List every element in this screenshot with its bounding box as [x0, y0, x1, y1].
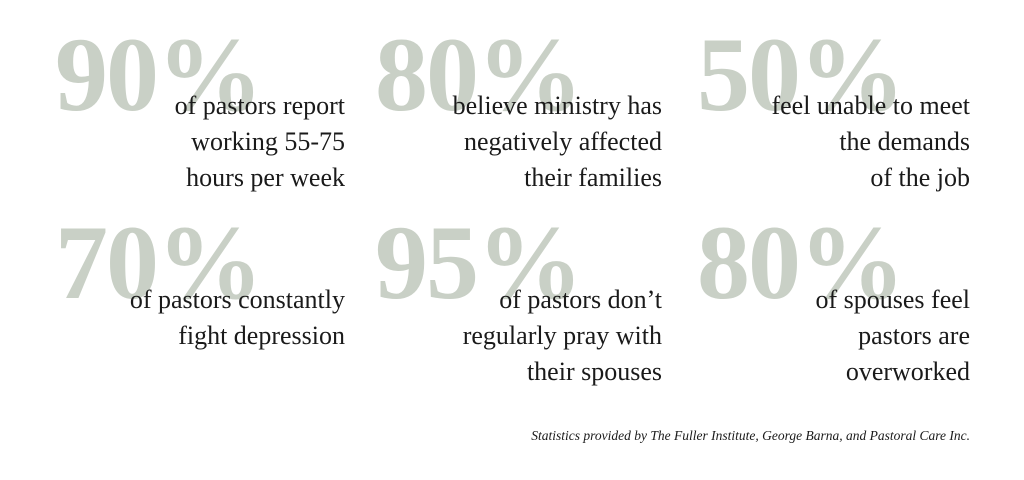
stat-figure: 90%: [55, 16, 263, 133]
stat-text: of pastors report working 55-75 hours per …: [175, 88, 345, 196]
stat-line: overworked: [845, 357, 970, 386]
stat-text: feel unable to meet the demands of the job: [771, 88, 970, 196]
stat-line: regularly pray with: [462, 321, 662, 350]
stat-figure: 80%: [697, 204, 905, 321]
stat-figure: 70%: [55, 204, 263, 321]
stat-line: of the job: [870, 163, 970, 192]
stat-text: of pastors constantly fight depression: [130, 282, 345, 354]
stat-line: feel unable to meet: [771, 91, 970, 120]
stat-text: believe ministry has negatively affected t…: [453, 88, 662, 196]
stat-line: fight depression: [178, 321, 345, 350]
stat-line: believe ministry has: [452, 91, 662, 120]
stat-line: of spouses feel: [815, 285, 970, 314]
stat-figure: 50%: [697, 16, 905, 133]
stat-line: pastors are: [858, 321, 970, 350]
stat-figure: 80%: [375, 16, 583, 133]
stat-line: of pastors constantly: [129, 285, 345, 314]
stat-line: of pastors report: [174, 91, 345, 120]
stat-line: their families: [524, 163, 662, 192]
stat-line: negatively affected: [463, 127, 662, 156]
stat-line: working 55-75: [191, 127, 345, 156]
stat-text: of pastors don’t regularly pray with their…: [463, 282, 662, 390]
footer-note: Statistics provided by The Fuller Instit…: [531, 428, 970, 443]
stat-line: of pastors don’t: [499, 285, 662, 314]
stat-figure: 95%: [375, 204, 583, 321]
stat-line: hours per week: [186, 163, 345, 192]
stat-line: the demands: [839, 127, 970, 156]
stat-line: their spouses: [526, 357, 662, 386]
stat-text: of spouses feel pastors are overworked: [815, 282, 970, 390]
